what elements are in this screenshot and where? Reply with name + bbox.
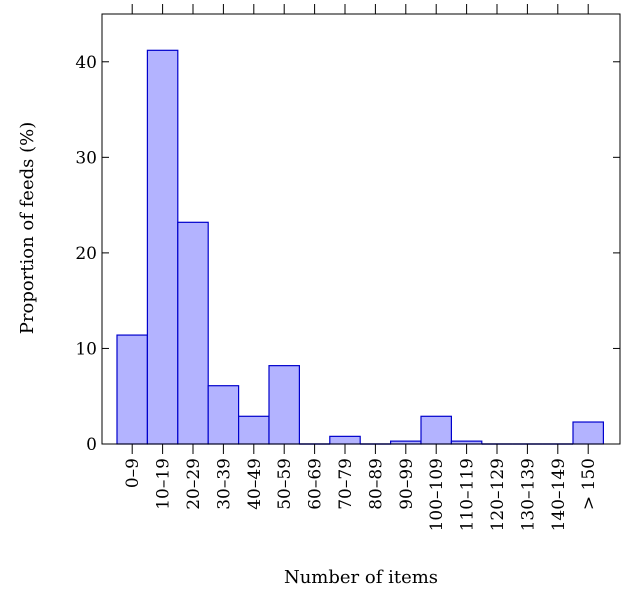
plot-frame	[101, 13, 621, 445]
x-tick-label: 140–149	[549, 458, 569, 531]
y-tick-label: 30	[75, 148, 97, 168]
y-tick-label: 40	[75, 53, 97, 73]
x-tick-label: 60–69	[306, 458, 326, 510]
y-axis-label: Proportion of feeds (%)	[17, 122, 38, 334]
y-tick-labels: 0 10 20 30 40	[75, 53, 97, 455]
x-tick-label: 80–89	[366, 458, 386, 510]
bar-1	[146, 49, 179, 445]
bar-2	[177, 221, 209, 445]
x-tick-label: 20–29	[184, 458, 204, 510]
x-axis-label: Number of items	[284, 567, 438, 588]
bar-3	[207, 385, 240, 445]
x-tick-label: 130–139	[518, 458, 538, 531]
y-tick-label: 10	[75, 339, 97, 359]
y-tick-label: 0	[86, 435, 97, 455]
x-tick-label: 90–99	[397, 458, 417, 510]
x-tick-label: 110–119	[458, 458, 478, 531]
bar-10	[420, 415, 452, 445]
x-tick-label: > 150	[579, 458, 599, 510]
bar-5	[268, 365, 300, 445]
x-tick-label: 50–59	[275, 458, 295, 510]
bar-7	[329, 435, 361, 445]
ticks-group	[102, 4, 620, 454]
x-tick-label: 100–109	[427, 458, 447, 531]
x-tick-label: 120–129	[488, 458, 508, 531]
x-tick-labels: 0–9 10–19 20–29 30–39 40–49 50–59 60–69 70–79 80…	[123, 458, 599, 531]
x-tick-label: 30–39	[214, 458, 234, 510]
x-tick-label: 0–9	[123, 458, 143, 488]
x-tick-label: 10–19	[154, 458, 174, 510]
x-tick-label: 40–49	[245, 458, 265, 510]
bar-0	[116, 334, 148, 445]
y-tick-label: 20	[75, 244, 97, 264]
bar-4	[238, 415, 270, 445]
bars-group	[116, 49, 604, 445]
bar-15	[572, 421, 604, 445]
x-tick-label: 70–79	[336, 458, 356, 510]
